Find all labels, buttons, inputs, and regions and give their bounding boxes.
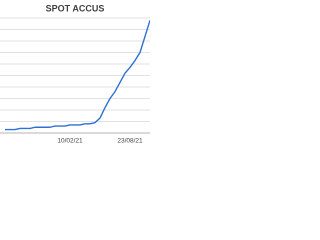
- x-tick-label: 10/02/21: [57, 138, 83, 145]
- data-line: [5, 20, 150, 131]
- chart-title: SPOT ACCUS: [46, 3, 105, 13]
- x-tick-label: 23/08/21: [117, 138, 143, 145]
- background: [0, 0, 150, 150]
- chart: SPOT ACCUS 10/02/21 23/08/21: [0, 0, 150, 150]
